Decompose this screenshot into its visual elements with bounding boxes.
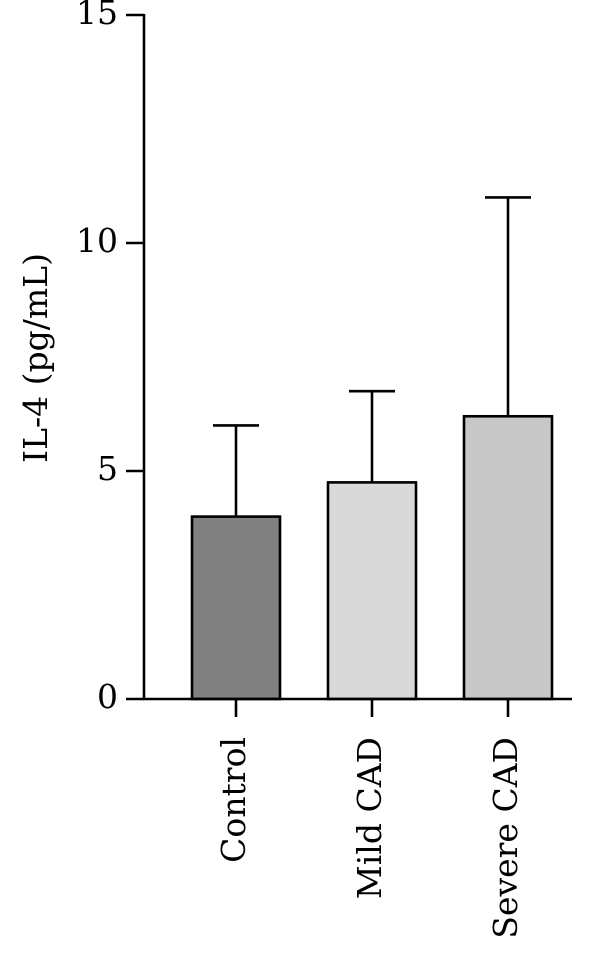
y-ticks-group: 0 5 10 15	[76, 0, 144, 716]
y-tick-label: 5	[97, 449, 118, 488]
y-tick-label: 15	[76, 0, 118, 32]
axes-group	[142, 14, 572, 701]
y-tick-label: 0	[97, 677, 118, 716]
x-tick-label: Severe CAD	[486, 737, 525, 939]
y-tick-label: 10	[76, 221, 118, 260]
bar-mild-cad	[326, 481, 418, 701]
x-tick-label-group: Control	[214, 737, 253, 863]
x-tick-label-group: Severe CAD	[486, 737, 525, 939]
bar-control	[190, 515, 282, 701]
bar-severe-cad	[462, 414, 554, 701]
x-ticks-group: Control Mild CAD Severe CAD	[214, 699, 525, 939]
x-tick-label-group: Mild CAD	[350, 737, 389, 899]
x-tick-label: Mild CAD	[350, 737, 389, 899]
y-axis-title: IL-4 (pg/mL)	[16, 253, 55, 463]
x-tick-label: Control	[214, 737, 253, 863]
error-bars-group	[213, 196, 531, 517]
y-axis-title-group: IL-4 (pg/mL)	[16, 253, 55, 463]
